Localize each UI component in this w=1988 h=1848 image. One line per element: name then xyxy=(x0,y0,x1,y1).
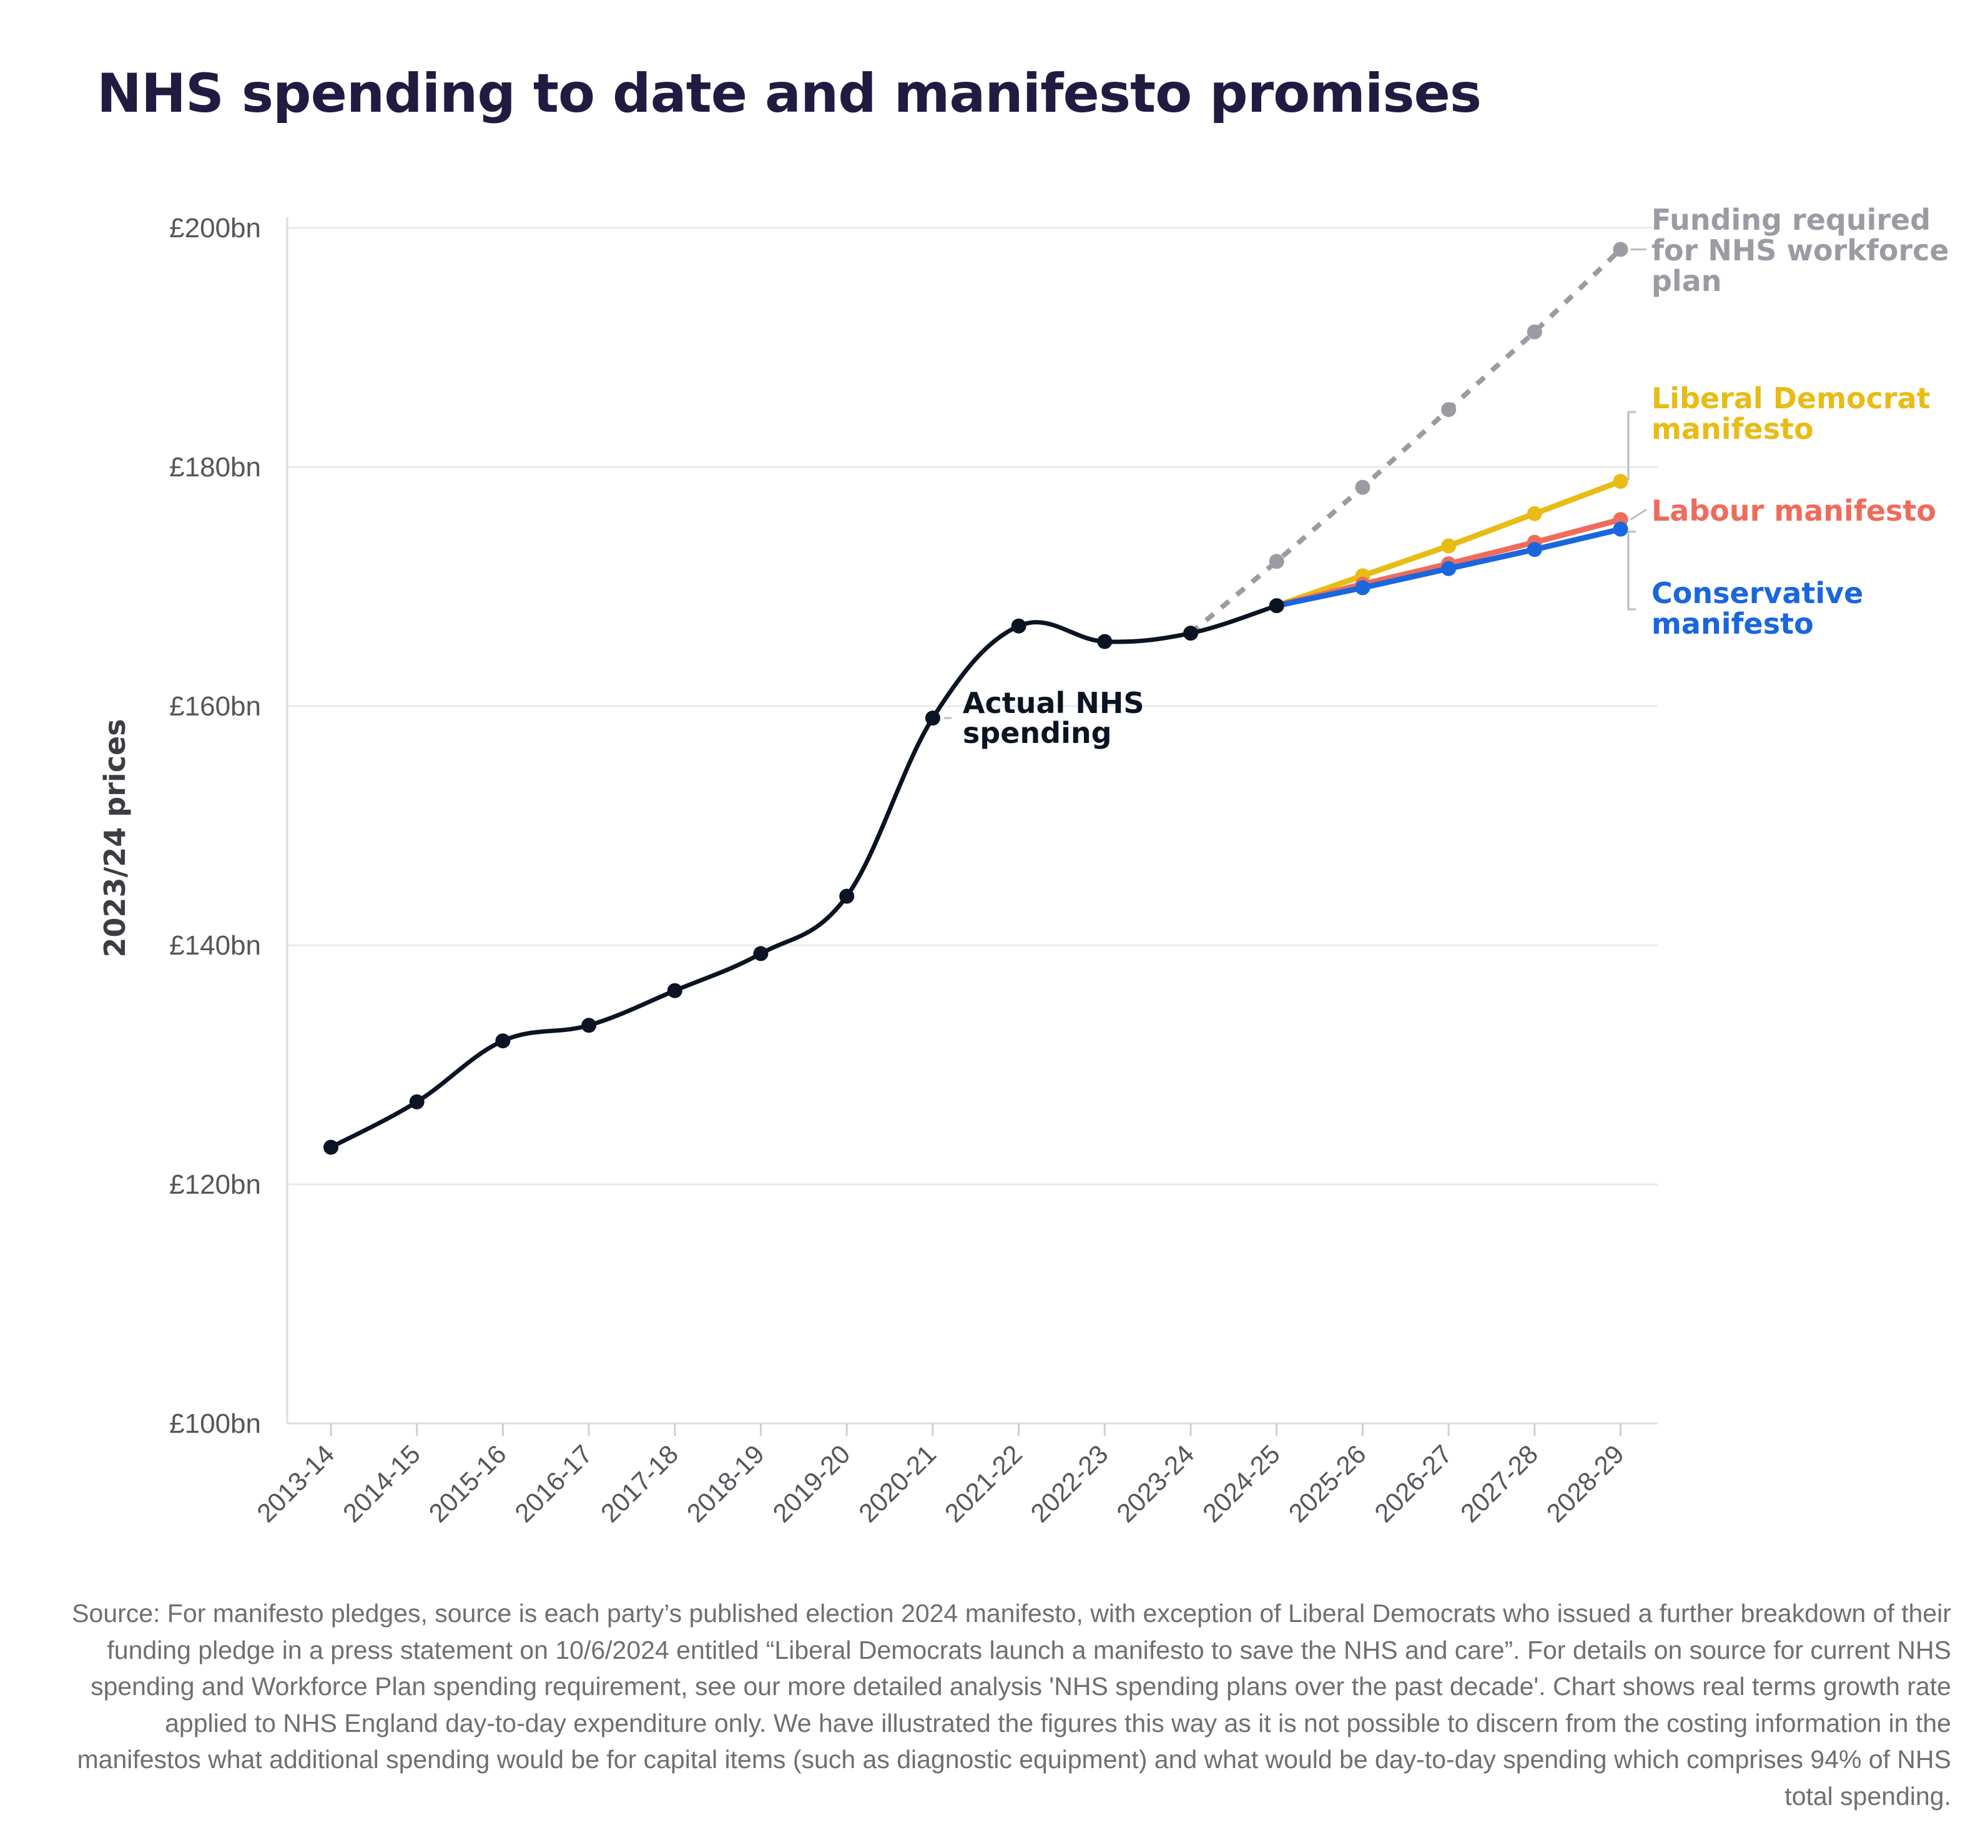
point-actual-nhs-spending xyxy=(1097,634,1113,649)
point-liberal-democrat-manifesto xyxy=(1441,538,1457,554)
bracket-conservative xyxy=(1627,531,1636,611)
series-funding-required-for-nhs-workforce-plan xyxy=(1189,242,1628,636)
y-tick-label: £200bn xyxy=(169,213,261,243)
point-funding-required-for-nhs-workforce-plan xyxy=(1355,479,1370,495)
point-actual-nhs-spending xyxy=(581,1018,597,1033)
bracket-libdem xyxy=(1627,411,1636,480)
y-tick-label: £180bn xyxy=(169,452,261,483)
chart-title: NHS spending to date and manifesto promi… xyxy=(97,62,1482,125)
x-tick-label: 2026-27 xyxy=(1369,1439,1457,1528)
x-tick-label: 2022-23 xyxy=(1025,1439,1113,1528)
x-tick-label: 2018-19 xyxy=(681,1439,770,1528)
x-tick-label: 2014-15 xyxy=(337,1439,426,1528)
chart: £100bn £120bn £140bn £160bn £180bn £200bn 2013… xyxy=(98,203,1949,1528)
point-funding-required-for-nhs-workforce-plan xyxy=(1613,242,1628,257)
point-conservative-manifesto xyxy=(1441,561,1457,576)
y-tick-label: £100bn xyxy=(169,1408,261,1439)
point-conservative-manifesto xyxy=(1527,542,1542,558)
point-actual-nhs-spending xyxy=(495,1033,511,1049)
point-actual-nhs-spending xyxy=(1269,598,1284,614)
series-liberal-democrat-manifesto xyxy=(1274,473,1628,609)
point-actual-nhs-spending xyxy=(667,983,682,998)
x-tick-label: 2019-20 xyxy=(767,1439,855,1528)
point-funding-required-for-nhs-workforce-plan xyxy=(1441,402,1457,418)
label-actual-nhs-spending: Actual NHS spending xyxy=(963,686,1144,750)
x-tick-label: 2023-24 xyxy=(1111,1439,1199,1528)
x-tick-label: 2017-18 xyxy=(595,1439,684,1528)
gridlines xyxy=(287,227,1658,1186)
x-tick-label: 2020-21 xyxy=(853,1439,942,1528)
x-tick-label: 2024-25 xyxy=(1197,1439,1286,1528)
series-actual-nhs-spending xyxy=(323,598,1284,1155)
x-tick-label: 2015-16 xyxy=(423,1439,512,1528)
y-tick-label: £140bn xyxy=(169,930,261,961)
line-funding-required-for-nhs-workforce-plan xyxy=(1189,247,1623,636)
label-liberal-democrat: Liberal Democrat manifesto xyxy=(1651,381,1931,446)
x-tick-label: 2028-29 xyxy=(1541,1439,1630,1528)
series xyxy=(323,242,1628,1155)
point-actual-nhs-spending xyxy=(753,946,769,961)
point-liberal-democrat-manifesto xyxy=(1527,506,1542,521)
label-workforce-plan: Funding required for NHS workforce plan xyxy=(1651,203,1949,298)
label-conservative: Conservative manifesto xyxy=(1651,576,1863,641)
label-labour: Labour manifesto xyxy=(1651,494,1936,528)
x-tick-label: 2027-28 xyxy=(1455,1439,1543,1528)
point-actual-nhs-spending xyxy=(1183,626,1198,641)
point-actual-nhs-spending xyxy=(925,710,940,726)
point-conservative-manifesto xyxy=(1613,521,1628,537)
y-axis-label: 2023/24 prices xyxy=(98,719,132,957)
point-actual-nhs-spending xyxy=(1011,618,1026,634)
point-conservative-manifesto xyxy=(1355,580,1370,596)
point-liberal-democrat-manifesto xyxy=(1613,473,1628,489)
point-funding-required-for-nhs-workforce-plan xyxy=(1527,324,1542,340)
point-actual-nhs-spending xyxy=(839,888,855,904)
x-tick-label: 2016-17 xyxy=(509,1439,598,1528)
y-tick-label: £120bn xyxy=(169,1169,261,1200)
point-funding-required-for-nhs-workforce-plan xyxy=(1269,554,1284,569)
point-actual-nhs-spending xyxy=(409,1094,425,1109)
axes: £100bn £120bn £140bn £160bn £180bn £200bn 2013… xyxy=(98,213,1658,1528)
series-conservative-manifesto xyxy=(1274,521,1628,609)
x-tick-label: 2013-14 xyxy=(251,1439,340,1528)
x-tick-label: 2021-22 xyxy=(939,1439,1028,1528)
series-labels: Actual NHS spending Funding required for NH… xyxy=(943,203,1949,750)
leader-labour xyxy=(1630,508,1647,521)
source-note: Source: For manifesto pledges, source is… xyxy=(72,1599,1951,1811)
y-tick-label: £160bn xyxy=(169,691,261,722)
x-tick-label: 2025-26 xyxy=(1283,1439,1372,1528)
series-labour-manifesto xyxy=(1274,512,1628,609)
point-actual-nhs-spending xyxy=(323,1139,338,1155)
